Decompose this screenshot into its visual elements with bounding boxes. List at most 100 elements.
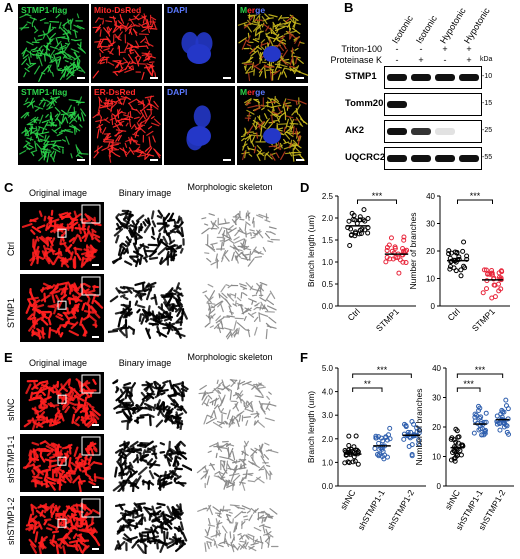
data-point (405, 429, 411, 435)
data-point (451, 448, 457, 454)
treatment-sign: - (419, 44, 423, 54)
data-point (506, 431, 512, 437)
chart-F-left: 0.0 1.0 2.0 3.0 4.0 5.0 Branch length (um) shNC… (306, 364, 426, 532)
data-point (396, 270, 402, 276)
data-point (446, 251, 452, 257)
scale-bar (223, 159, 231, 161)
binary-image (108, 434, 193, 493)
data-point (483, 267, 489, 273)
blot-band (435, 128, 455, 135)
data-point (365, 230, 371, 236)
y-tick-label: 0.0 (322, 482, 334, 491)
x-tick-label: shNC (443, 488, 462, 511)
data-point (382, 435, 388, 441)
original-image (20, 496, 104, 557)
x-tick-label: Ctrl (345, 306, 361, 322)
data-point (477, 405, 483, 411)
data-point (477, 426, 483, 432)
data-point (477, 415, 483, 421)
micrograph-row2-2: ER-DsRed (91, 86, 162, 165)
y-axis-label: Branch length (um) (306, 391, 316, 463)
data-point (400, 246, 406, 252)
y-tick-label: 1.0 (322, 258, 334, 267)
merge-label: Merge (240, 5, 266, 15)
data-point (383, 259, 389, 265)
data-point (456, 434, 462, 440)
y-tick-label: 2.0 (322, 214, 334, 223)
x-tick-label: shSTMP1-1 (356, 488, 387, 532)
blot-band (459, 74, 479, 81)
treatment-sign: + (418, 55, 424, 65)
treatment-sign: + (466, 55, 472, 65)
skeleton-image (196, 496, 280, 554)
panel-label-f: F (300, 350, 308, 365)
chart-D-right: 0 10 20 30 40 Number of branches Ctrl STMP1 *** (408, 191, 510, 333)
chart-D-left: 0.0 0.5 1.0 1.5 2.0 2.5 Branch length (um) Ctrl… (306, 191, 416, 333)
channel-label: DAPI (167, 87, 188, 97)
channel-label: STMP1-flag (21, 87, 68, 97)
data-point (403, 424, 409, 430)
data-point (494, 421, 500, 427)
blot-strip (384, 147, 482, 170)
scale-bar (296, 77, 304, 79)
data-point (353, 433, 359, 439)
data-point (478, 414, 484, 420)
treatment-sign: - (443, 55, 447, 65)
data-point (384, 248, 390, 254)
data-point (346, 218, 352, 224)
x-tick-label: shSTMP1-2 (385, 488, 416, 532)
data-point (375, 434, 381, 440)
data-point (349, 232, 355, 238)
sig-label: *** (372, 191, 383, 201)
data-point (458, 267, 464, 273)
binary-image (106, 274, 192, 342)
data-point (414, 425, 420, 431)
x-tick-label: STMP1 (470, 306, 497, 333)
y-tick-label: 0.5 (322, 280, 334, 289)
data-point (455, 257, 461, 263)
data-point (447, 266, 453, 272)
data-point (346, 443, 352, 449)
data-point (408, 429, 414, 435)
data-point (380, 448, 386, 454)
data-point (406, 443, 412, 449)
data-point (342, 460, 348, 466)
scale-bar (150, 159, 158, 161)
data-point (480, 290, 486, 296)
data-point (372, 445, 378, 451)
data-point (373, 433, 379, 439)
x-tick-label: STMP1 (374, 306, 401, 333)
data-point (454, 428, 460, 434)
binary-image (108, 202, 192, 270)
data-point (448, 259, 454, 265)
data-point (458, 452, 464, 458)
x-tick-label: Ctrl (445, 306, 461, 322)
y-tick-label: 2.5 (322, 192, 334, 201)
y-tick-label: 2.0 (322, 435, 334, 444)
data-point (503, 397, 509, 403)
data-point (362, 227, 368, 233)
sig-bracket (456, 387, 481, 392)
data-point (361, 207, 367, 213)
blot-band (387, 128, 407, 135)
data-point (476, 407, 482, 413)
data-point (376, 440, 382, 446)
kda-marker: -55 (482, 154, 493, 161)
morph-header: Binary image (118, 358, 172, 368)
data-point (384, 254, 390, 260)
y-tick-label: 3.0 (322, 411, 334, 420)
kda-marker: -15 (482, 100, 493, 107)
data-point (352, 217, 358, 223)
y-axis-label: Number of branches (414, 388, 424, 465)
data-point (464, 253, 470, 259)
skeleton-image (196, 274, 280, 342)
micrograph-row1-4: Merge (237, 4, 308, 83)
blot-label-stmp1: STMP1 (345, 71, 377, 82)
blot-band (459, 155, 479, 162)
blot-band (387, 74, 407, 81)
data-point (462, 265, 468, 271)
morph-header: Original image (28, 358, 88, 368)
data-point (376, 453, 382, 459)
data-point (505, 406, 511, 412)
